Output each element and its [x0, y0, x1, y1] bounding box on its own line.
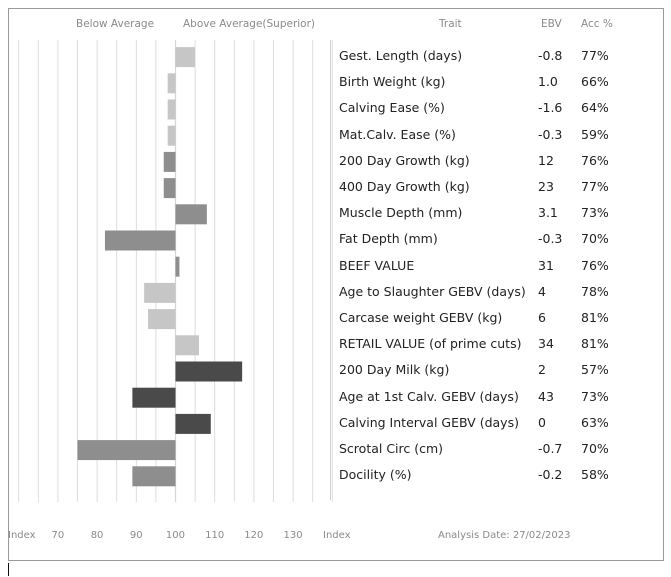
index-bar — [148, 309, 176, 330]
index-bar — [175, 47, 196, 68]
trait-name: Docility (%) — [339, 467, 412, 483]
acc-value: 73% — [581, 205, 609, 221]
trait-name: 400 Day Growth (kg) — [339, 179, 470, 194]
acc-value: 81% — [581, 310, 609, 325]
acc-value: 64% — [581, 100, 609, 116]
ebv-value: 0 — [538, 414, 546, 430]
below-average-header: Below Average — [76, 18, 155, 30]
index-bar — [104, 230, 176, 251]
acc-value: 76% — [581, 257, 609, 273]
acc-value: 59% — [581, 126, 609, 142]
ebv-value: 2 — [538, 362, 546, 378]
ebv-value: 6 — [538, 310, 546, 325]
acc-value: 78% — [581, 283, 609, 299]
trait-name: Age at 1st Calv. GEBV (days) — [339, 388, 519, 404]
trait-name: Carcase weight GEBV (kg) — [339, 310, 503, 325]
index-bar — [167, 125, 176, 146]
ebv-value: 31 — [538, 257, 554, 273]
chart-frame — [8, 8, 664, 561]
analysis-date: Analysis Date: 27/02/2023 — [438, 530, 571, 541]
ebv-value: 4 — [538, 283, 546, 299]
acc-value: 70% — [581, 441, 609, 456]
index-bar — [132, 466, 176, 487]
acc-value: 58% — [581, 467, 609, 483]
ebv-value: 12 — [538, 152, 554, 168]
ebv-value: 3.1 — [538, 205, 558, 221]
acc-value: 77% — [581, 179, 609, 194]
ebv-value: 23 — [538, 179, 554, 194]
column-divider — [330, 40, 331, 500]
above-average-header: Above Average(Superior) — [183, 18, 316, 30]
acc-column-header: Acc % — [581, 18, 613, 30]
ebv-value: -0.3 — [538, 126, 563, 142]
acc-value: 63% — [581, 414, 609, 430]
x-tick-label: 100 — [165, 530, 185, 541]
index-bar — [144, 282, 176, 303]
acc-value: 81% — [581, 336, 609, 352]
trait-name: Muscle Depth (mm) — [339, 205, 463, 221]
trait-name: 200 Day Milk (kg) — [339, 362, 450, 378]
index-bar — [175, 335, 200, 356]
trait-name: 200 Day Growth (kg) — [339, 152, 470, 168]
trait-name: RETAIL VALUE (of prime cuts) — [339, 336, 522, 352]
ebv-value: 1.0 — [538, 74, 558, 90]
x-tick-label: 110 — [205, 530, 225, 541]
index-bar — [175, 361, 243, 382]
trait-column-header: Trait — [439, 18, 462, 30]
trait-name: BEEF VALUE — [339, 257, 415, 273]
index-bar — [167, 73, 176, 94]
index-label-left: Index — [8, 530, 36, 541]
x-tick-label: 120 — [244, 530, 264, 541]
x-tick-label: 130 — [283, 530, 303, 541]
ebv-value: -0.3 — [538, 231, 563, 247]
index-bar — [163, 178, 176, 199]
trait-name: Fat Depth (mm) — [339, 231, 438, 247]
ebv-value: -0.8 — [538, 48, 563, 63]
index-bar — [175, 413, 211, 434]
trait-name: Age to Slaughter GEBV (days) — [339, 283, 526, 299]
acc-value: 66% — [581, 74, 609, 90]
index-bar — [163, 151, 176, 172]
trait-name: Mat.Calv. Ease (%) — [339, 126, 456, 142]
acc-value: 70% — [581, 231, 609, 247]
ebv-value: 34 — [538, 336, 554, 352]
x-tick-label: 90 — [129, 530, 143, 541]
trait-name: Calving Interval GEBV (days) — [339, 414, 519, 430]
acc-value: 57% — [581, 362, 609, 378]
acc-value: 76% — [581, 152, 609, 168]
index-bar — [77, 440, 176, 461]
ebv-column-header: EBV — [541, 18, 562, 30]
trait-name: Birth Weight (kg) — [339, 74, 446, 90]
ebv-value: -0.7 — [538, 441, 563, 456]
text-cursor — [8, 563, 9, 576]
trait-name: Scrotal Circ (cm) — [339, 441, 444, 456]
x-tick-label: 80 — [90, 530, 104, 541]
trait-name: Calving Ease (%) — [339, 100, 445, 116]
ebv-value: -0.2 — [538, 467, 563, 483]
index-bar — [175, 204, 207, 225]
index-label-right: Index — [323, 530, 351, 541]
index-bar — [167, 99, 176, 120]
index-bar — [175, 256, 180, 277]
x-tick-label: 70 — [51, 530, 65, 541]
trait-name: Gest. Length (days) — [339, 48, 463, 63]
ebv-value: -1.6 — [538, 100, 563, 116]
index-bar — [132, 387, 176, 408]
acc-value: 77% — [581, 48, 609, 63]
acc-value: 73% — [581, 388, 609, 404]
ebv-value: 43 — [538, 388, 554, 404]
